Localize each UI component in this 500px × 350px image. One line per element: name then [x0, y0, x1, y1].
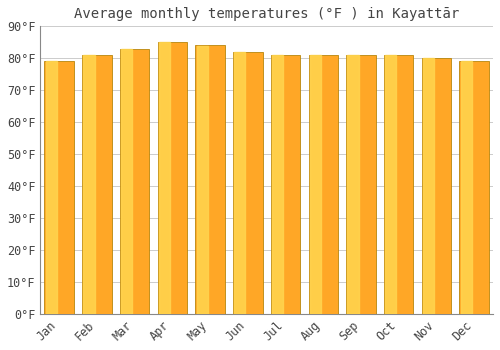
Bar — [84, 55, 94, 314]
Bar — [233, 52, 262, 314]
Bar — [120, 49, 150, 314]
Bar — [385, 55, 396, 314]
Bar — [423, 58, 434, 314]
Bar — [121, 49, 132, 314]
Bar — [308, 55, 338, 314]
Bar — [44, 62, 74, 314]
Bar — [196, 46, 225, 314]
Bar — [46, 62, 57, 314]
Bar — [234, 52, 246, 314]
Bar — [348, 55, 358, 314]
Bar — [272, 55, 283, 314]
Bar — [196, 46, 207, 314]
Bar — [384, 55, 414, 314]
Bar — [460, 62, 472, 314]
Bar — [460, 62, 489, 314]
Bar — [158, 42, 187, 314]
Title: Average monthly temperatures (°F ) in Kayattār: Average monthly temperatures (°F ) in Ka… — [74, 7, 460, 21]
Bar — [159, 42, 170, 314]
Bar — [271, 55, 300, 314]
Bar — [82, 55, 112, 314]
Bar — [310, 55, 321, 314]
Bar — [346, 55, 376, 314]
Bar — [422, 58, 451, 314]
